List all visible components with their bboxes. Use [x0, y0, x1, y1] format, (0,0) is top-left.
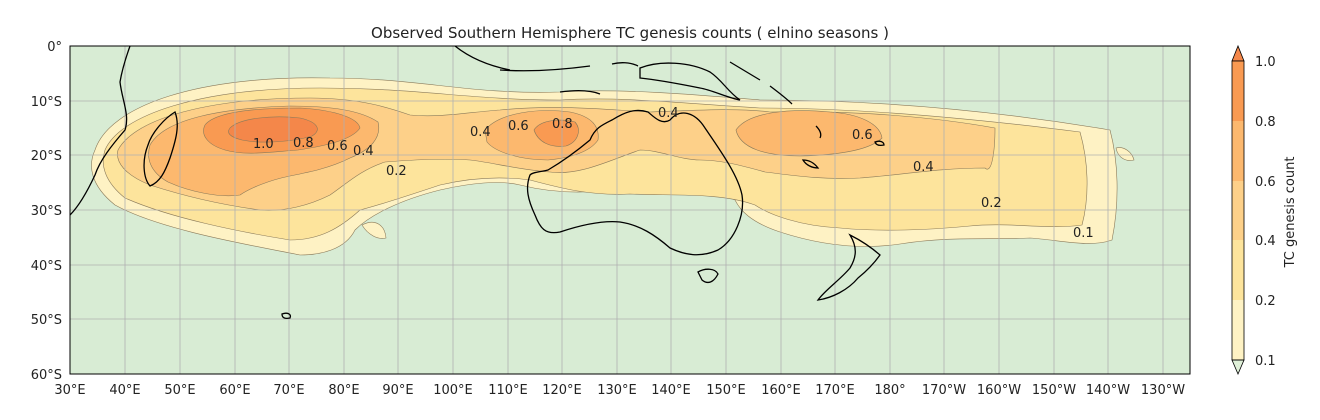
contour-label: 0.8: [293, 136, 314, 151]
gridlines: [70, 46, 1190, 374]
madagascar-coastline: [143, 111, 178, 187]
solomon-coastline: [729, 61, 793, 105]
lat-label: 20°S: [31, 149, 62, 164]
colorbar-tick: 0.8: [1255, 115, 1276, 130]
fiji-coastline: [874, 140, 885, 147]
contour-fill-0.1-blob: [361, 221, 387, 239]
contour-fill-1.0: [228, 116, 318, 143]
colorbar-border: [1231, 60, 1245, 361]
lat-label: 30°S: [31, 204, 62, 219]
lat-label: 50°S: [31, 313, 62, 328]
colorbar-segment: [1232, 121, 1244, 181]
map-border: [69, 45, 1191, 375]
contour-fill-0.6c: [735, 110, 883, 157]
contour-label: 0.4: [470, 125, 491, 140]
lon-label: 110°E: [488, 383, 528, 398]
contour-label: 1.0: [253, 137, 274, 152]
lon-label: 140°W: [1086, 383, 1130, 398]
contour-label: 0.2: [386, 164, 407, 179]
colorbar-segment: [1232, 181, 1244, 240]
lat-label: 0°: [47, 40, 62, 55]
africa-coastline: [70, 46, 131, 216]
lon-label: 100°E: [433, 383, 473, 398]
new-zealand-coastline: [816, 233, 881, 301]
lon-label: 140°E: [651, 383, 691, 398]
lon-label: 30°E: [54, 383, 85, 398]
lon-label: 150°W: [1032, 383, 1076, 398]
lon-label: 90°E: [382, 383, 413, 398]
contour-label: 0.6: [508, 119, 529, 134]
colorbar-segment: [1232, 61, 1244, 121]
colorbar-tick: 1.0: [1255, 55, 1276, 70]
lon-label: 150°E: [706, 383, 746, 398]
australia-coastline: [526, 109, 744, 256]
lat-label: 10°S: [31, 95, 62, 110]
vanuatu-coastline: [815, 125, 822, 139]
contour-label: 0.2: [981, 196, 1002, 211]
lon-label: 160°W: [977, 383, 1021, 398]
colorbar-tick: 0.2: [1255, 294, 1276, 309]
lon-label: 160°E: [761, 383, 801, 398]
lon-axis: 30°E 40°E 50°E 60°E 70°E 80°E 90°E 100°E…: [54, 383, 1185, 398]
lon-label: 70°E: [273, 383, 304, 398]
contour-label: 0.4: [658, 106, 679, 121]
lat-label: 60°S: [31, 368, 62, 383]
lon-label: 40°E: [109, 383, 140, 398]
new-guinea-coastline: [639, 62, 741, 101]
tasmania-coastline: [697, 268, 719, 284]
map-title: Observed Southern Hemisphere TC genesis …: [371, 24, 889, 42]
colorbar-tick: 0.6: [1255, 175, 1276, 190]
colorbar-extend-top: [1231, 44, 1245, 62]
colorbar: 1.0 0.8 0.6 0.4 0.2 0.1 TC genesis count: [1231, 44, 1298, 376]
colorbar-extend-bottom: [1231, 359, 1245, 376]
lat-axis: 0° 10°S 20°S 30°S 40°S 50°S 60°S: [31, 40, 62, 383]
lon-label: 130°W: [1141, 383, 1185, 398]
colorbar-tick: 0.4: [1255, 234, 1276, 249]
lon-label: 180°: [874, 383, 905, 398]
contour-label: 0.4: [353, 144, 374, 159]
lon-label: 120°E: [542, 383, 582, 398]
colorbar-tick: 0.1: [1255, 354, 1276, 369]
lon-label: 170°W: [922, 383, 966, 398]
colorbar-segment: [1232, 300, 1244, 360]
lon-label: 60°E: [219, 383, 250, 398]
contour-label: 0.4: [913, 160, 934, 175]
contour-label: 0.6: [327, 139, 348, 154]
colorbar-segment: [1232, 240, 1244, 300]
contour-label: 0.8: [552, 117, 573, 132]
coastlines: [70, 46, 885, 320]
kerguelen-coastline: [281, 312, 292, 320]
contour-label: 0.6: [852, 128, 873, 143]
contour-label: 0.1: [1073, 226, 1094, 241]
contour-labels: 1.0 0.8 0.6 0.4 0.2 0.4 0.6 0.8 0.4 0.6 …: [253, 106, 1094, 241]
lon-label: 50°E: [164, 383, 195, 398]
lon-label: 130°E: [597, 383, 637, 398]
lon-label: 170°E: [815, 383, 855, 398]
lon-label: 80°E: [328, 383, 359, 398]
indonesia-coastline: [454, 46, 639, 95]
new-caledonia-coastline: [801, 159, 820, 169]
lat-label: 40°S: [31, 259, 62, 274]
contour-fill-0.8b: [533, 119, 579, 147]
colorbar-label: TC genesis count: [1283, 157, 1298, 269]
